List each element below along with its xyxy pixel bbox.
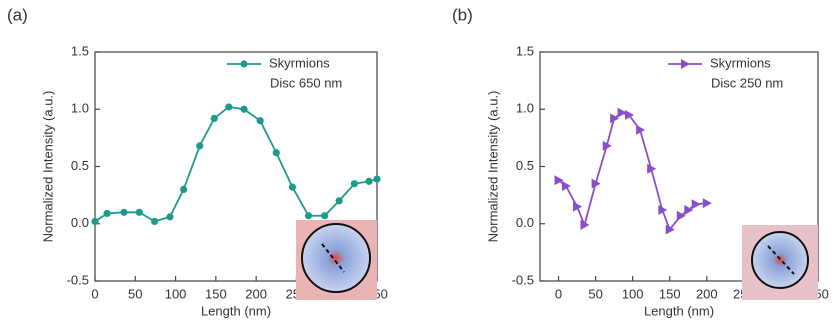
- panel-label: (b): [452, 5, 473, 24]
- point-marker: [273, 149, 280, 156]
- point-marker: [151, 218, 158, 225]
- point-marker: [373, 175, 380, 182]
- x-tick-label: 200: [245, 286, 267, 301]
- point-marker: [289, 184, 296, 191]
- panel-label: (a): [7, 5, 28, 24]
- y-axis-label: Normalized Intensity (a.u.): [485, 91, 500, 243]
- y-tick-label: 1.5: [516, 43, 534, 58]
- point-marker: [120, 209, 127, 216]
- point-marker: [703, 198, 712, 208]
- y-tick-label: 1.5: [71, 43, 89, 58]
- x-tick-label: 50: [588, 286, 602, 301]
- inset-image-b: [742, 225, 818, 300]
- figure: 050100150200250300350-0.50.00.51.01.5Len…: [0, 0, 838, 335]
- annotation: Disc 650 nm: [270, 75, 342, 90]
- x-tick-label: 0: [555, 286, 562, 301]
- x-tick-label: 200: [696, 286, 718, 301]
- point-marker: [257, 117, 264, 124]
- point-marker: [365, 178, 372, 185]
- inset-image-a: [296, 220, 377, 300]
- x-tick-label: 150: [205, 286, 227, 301]
- x-axis-label: Length (nm): [644, 303, 714, 318]
- series-line: [95, 107, 377, 222]
- point-marker: [305, 212, 312, 219]
- point-marker: [321, 212, 328, 219]
- point-marker: [240, 106, 247, 113]
- point-marker: [166, 213, 173, 220]
- y-tick-label: 0.5: [516, 158, 534, 173]
- legend-label: Skyrmions: [710, 55, 771, 70]
- point-marker: [136, 209, 143, 216]
- point-marker: [692, 199, 701, 209]
- y-tick-label: 0.0: [516, 215, 534, 230]
- legend-marker: [681, 59, 690, 69]
- x-tick-label: 0: [91, 286, 98, 301]
- point-marker: [103, 210, 110, 217]
- point-marker: [562, 181, 571, 191]
- point-marker: [211, 115, 218, 122]
- y-tick-label: -0.5: [512, 272, 534, 287]
- x-tick-label: 100: [622, 286, 644, 301]
- point-marker: [196, 142, 203, 149]
- y-tick-label: 1.0: [516, 101, 534, 116]
- point-marker: [91, 218, 98, 225]
- legend-marker: [240, 60, 247, 67]
- x-axis-label: Length (nm): [201, 303, 271, 318]
- x-tick-label: 50: [128, 286, 142, 301]
- y-tick-label: 0.5: [71, 158, 89, 173]
- y-axis-label: Normalized Intensity (a.u.): [40, 91, 55, 243]
- point-marker: [336, 197, 343, 204]
- legend-label: Skyrmions: [269, 55, 330, 70]
- y-tick-label: -0.5: [67, 272, 89, 287]
- y-tick-label: 1.0: [71, 101, 89, 116]
- point-marker: [180, 186, 187, 193]
- annotation: Disc 250 nm: [711, 75, 783, 90]
- point-marker: [225, 103, 232, 110]
- x-tick-label: 150: [659, 286, 681, 301]
- y-tick-label: 0.0: [71, 215, 89, 230]
- point-marker: [351, 180, 358, 187]
- x-tick-label: 100: [165, 286, 187, 301]
